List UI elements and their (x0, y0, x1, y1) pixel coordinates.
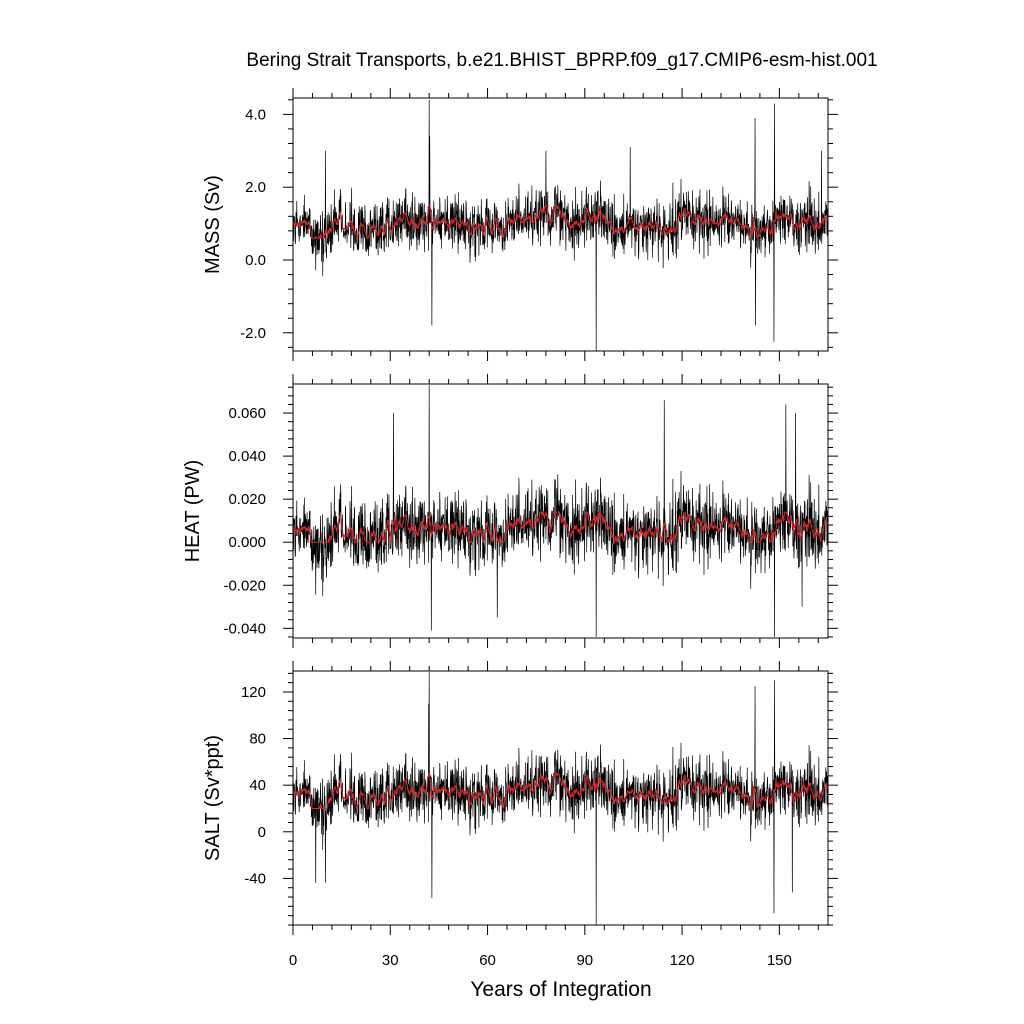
panel-heat: -0.040 -0.020 0.000 0.020 0.040 0.060 HEAT (PW… (182, 374, 838, 648)
panels-group: -2.0 0.0 2.0 4.0 MASS (Sv) -0.040 -0.020 0.000 0… (182, 88, 838, 969)
y-tick-label: 0 (258, 824, 266, 841)
x-tick-label: 0 (289, 952, 297, 969)
y-tick-label: 2.0 (245, 179, 266, 196)
x-tick-label: 120 (670, 952, 695, 969)
y-tick-label: 0.040 (228, 448, 266, 465)
series-smoothed-heat (292, 510, 829, 545)
y-axis-label-mass: MASS (Sv) (202, 175, 224, 274)
y-tick-label: -0.020 (223, 577, 266, 594)
x-tick-label: 150 (767, 952, 792, 969)
y-tick-label: 80 (249, 731, 266, 748)
panel-salt: -40 0 40 80 120 0 30 60 90 120 150 SALT (Sv*ppt) (202, 661, 838, 969)
x-tick-label: 90 (576, 952, 593, 969)
y-tick-label: 40 (249, 777, 266, 794)
series-raw-heat (292, 385, 829, 637)
figure-title: Bering Strait Transports, b.e21.BHIST_BP… (246, 50, 877, 71)
series-smoothed-salt (292, 772, 829, 811)
y-tick-label: 0.020 (228, 491, 266, 508)
y-tick-label: 120 (241, 684, 266, 701)
y-tick-label: -40 (244, 870, 266, 887)
series-raw-salt (292, 672, 828, 926)
panel-frame-mass (292, 97, 829, 352)
y-axis-label-heat: HEAT (PW) (182, 460, 204, 563)
y-tick-label: -2.0 (240, 325, 266, 342)
y-tick-label: 4.0 (245, 106, 266, 123)
x-axis-label: Years of Integration (470, 978, 651, 1001)
y-tick-label: 0.060 (228, 405, 266, 422)
panel-frame-salt (292, 670, 829, 926)
series-smoothed-mass (292, 204, 829, 240)
y-tick-label: -0.040 (223, 620, 266, 637)
y-tick-label: 0.0 (245, 252, 266, 269)
y-axis-label-salt: SALT (Sv*ppt) (202, 735, 224, 861)
y-tick-label: 0.000 (228, 534, 266, 551)
x-tick-label: 60 (479, 952, 496, 969)
x-tick-label: 30 (382, 952, 399, 969)
panel-frame-heat (292, 383, 829, 639)
panel-mass: -2.0 0.0 2.0 4.0 MASS (Sv) (202, 88, 838, 361)
